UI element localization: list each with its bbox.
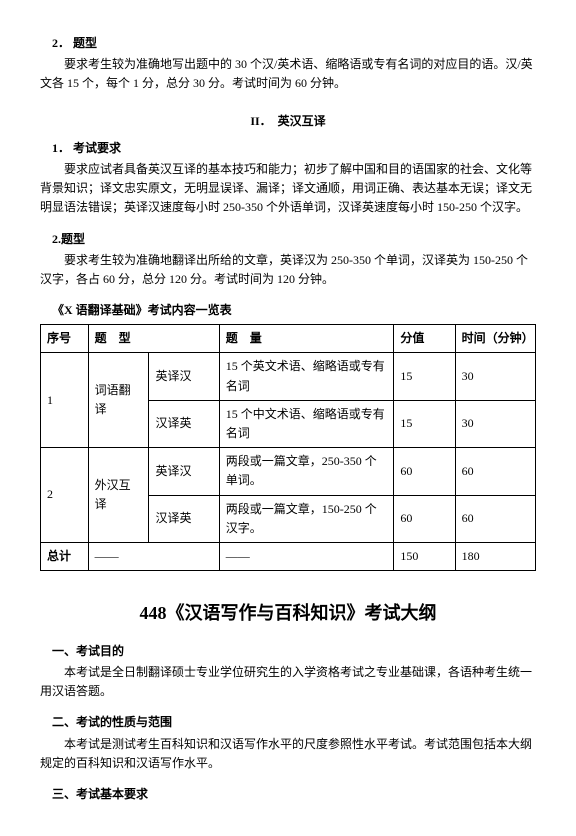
sec2-num: 2． (52, 36, 70, 50)
cell-group: 外汉互译 (88, 448, 149, 543)
th-score: 分值 (394, 325, 455, 353)
req-heading: 1． 考试要求 (40, 139, 536, 158)
cell-time: 30 (455, 353, 535, 400)
table-total-row: 总计 —— —— 150 180 (41, 542, 536, 570)
table-title: 《X 语翻译基础》考试内容一览表 (40, 301, 536, 320)
cell-total-score: 150 (394, 542, 455, 570)
cell-time: 60 (455, 495, 535, 542)
req-num: 1． (52, 141, 70, 155)
cell-score: 15 (394, 400, 455, 447)
cell-sub: 汉译英 (149, 495, 219, 542)
sec2-title: 题型 (73, 36, 97, 50)
cell-amount: 两段或一篇文章，250-350 个单词。 (219, 448, 394, 495)
sec2-heading: 2． 题型 (40, 34, 536, 53)
s1-body: 本考试是全日制翻译硕士专业学位研究生的入学资格考试之专业基础课，各语种考生统一用… (40, 663, 536, 701)
cell-total-label: 总计 (41, 542, 89, 570)
cell-no: 2 (41, 448, 89, 543)
s2-body: 本考试是测试考生百科知识和汉语写作水平的尺度参照性水平考试。考试范围包括本大纲规… (40, 735, 536, 773)
cell-group: 词语翻译 (88, 353, 149, 448)
cell-amount: 两段或一篇文章，150-250 个汉字。 (219, 495, 394, 542)
cell-sub: 英译汉 (149, 448, 219, 495)
th-amount: 题 量 (219, 325, 394, 353)
type-heading: 2.题型 (40, 230, 536, 249)
cell-score: 60 (394, 448, 455, 495)
cell-sub: 英译汉 (149, 353, 219, 400)
cell-time: 30 (455, 400, 535, 447)
course-448-title: 448《汉语写作与百科知识》考试大纲 (40, 599, 536, 628)
table-row: 1 词语翻译 英译汉 15 个英文术语、缩略语或专有名词 15 30 (41, 353, 536, 400)
table-row: 2 外汉互译 英译汉 两段或一篇文章，250-350 个单词。 60 60 (41, 448, 536, 495)
cell-score: 15 (394, 353, 455, 400)
th-type: 题 型 (88, 325, 219, 353)
table-header-row: 序号 题 型 题 量 分值 时间（分钟） (41, 325, 536, 353)
type-num: 2. (52, 232, 61, 246)
s3-head: 三、考试基本要求 (40, 785, 536, 804)
cell-sub: 汉译英 (149, 400, 219, 447)
content-table: 序号 题 型 题 量 分值 时间（分钟） 1 词语翻译 英译汉 15 个英文术语… (40, 324, 536, 571)
cell-no: 1 (41, 353, 89, 448)
cell-total-dash: —— (88, 542, 219, 570)
s1-head: 一、考试目的 (40, 642, 536, 661)
type-body: 要求考生较为准确地翻译出所给的文章，英译汉为 250-350 个单词，汉译英为 … (40, 251, 536, 289)
cell-amount: 15 个英文术语、缩略语或专有名词 (219, 353, 394, 400)
cell-total-dash2: —— (219, 542, 394, 570)
cell-amount: 15 个中文术语、缩略语或专有名词 (219, 400, 394, 447)
th-time: 时间（分钟） (455, 325, 535, 353)
s2-head: 二、考试的性质与范围 (40, 713, 536, 732)
part2-heading: II． 英汉互译 (40, 112, 536, 131)
type-title: 题型 (61, 232, 85, 246)
sec2-body: 要求考生较为准确地写出题中的 30 个汉/英术语、缩略语或专有名词的对应目的语。… (40, 55, 536, 93)
th-no: 序号 (41, 325, 89, 353)
req-title: 考试要求 (73, 141, 121, 155)
cell-score: 60 (394, 495, 455, 542)
cell-time: 60 (455, 448, 535, 495)
cell-total-time: 180 (455, 542, 535, 570)
req-body: 要求应试者具备英汉互译的基本技巧和能力；初步了解中国和目的语国家的社会、文化等背… (40, 160, 536, 218)
